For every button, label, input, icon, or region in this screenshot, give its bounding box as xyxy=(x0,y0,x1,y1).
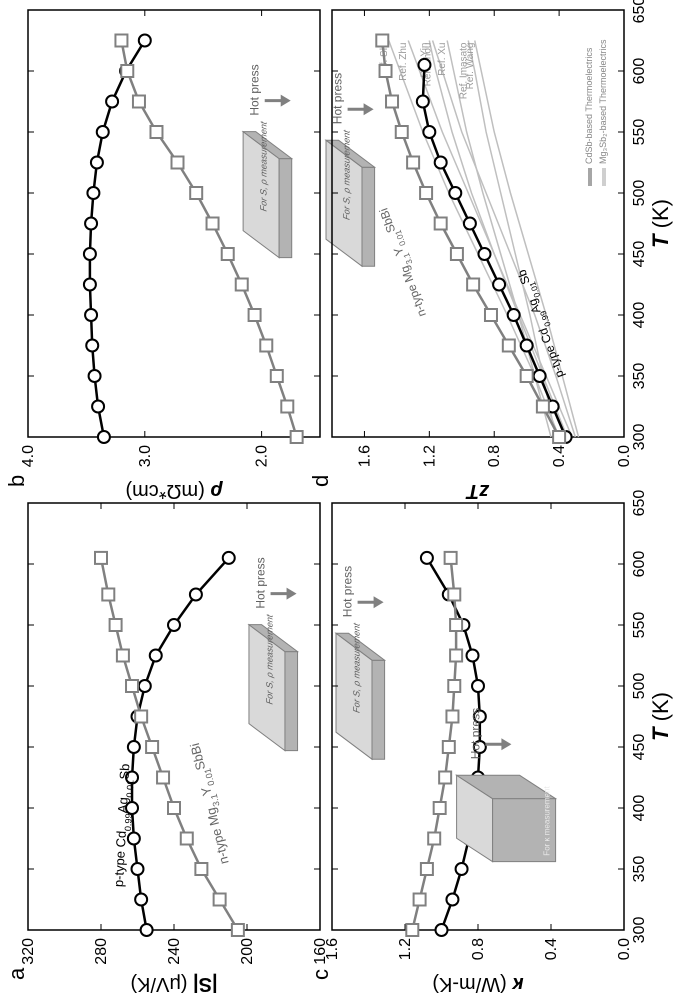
panel-label-b: b xyxy=(4,475,29,487)
ytick-label: 2.0 xyxy=(254,445,271,467)
legend-swatch xyxy=(588,168,592,186)
legend-label: CdSb-based Thermoelectrics xyxy=(584,47,594,164)
panel-label-d: d xyxy=(308,475,333,487)
xtick-label: 400 xyxy=(631,795,648,822)
ref-label: Ref. Zhu xyxy=(398,43,409,81)
ytick-label: 1.2 xyxy=(397,938,414,960)
xtick-label: 650 xyxy=(631,0,648,23)
ytick-label: 200 xyxy=(239,938,256,965)
panel-label-c: c xyxy=(308,969,333,980)
ytick-label: 4.0 xyxy=(20,445,37,467)
inset-caption: For S, ρ measurement xyxy=(352,621,362,714)
xtick-label: 550 xyxy=(631,119,648,146)
xtick-label: 550 xyxy=(631,612,648,639)
ytick-label: 1.6 xyxy=(356,445,373,467)
inset-arrow-label: Hot press xyxy=(468,708,482,759)
ytick-label: 0.4 xyxy=(551,445,568,467)
panel-label-a: a xyxy=(4,967,29,980)
legend-label: Mg₃Sb₂-based Thermoelectrics xyxy=(598,39,608,164)
ytick-label: 3.0 xyxy=(137,445,154,467)
inset-a: For S, ρ measurement Hot press xyxy=(249,557,298,750)
inset-arrow-label: Hot press xyxy=(341,566,355,617)
inset-caption: For S, ρ measurement xyxy=(259,119,269,212)
y-axis-label: ρ (mΩ*cm) xyxy=(125,480,223,502)
series-annot-ntype: n-type Mg3.1Y0.01SbBi xyxy=(377,205,433,319)
legend-swatch xyxy=(602,168,606,186)
inset-caption: For S, ρ measurement xyxy=(342,128,352,221)
x-axis-label: T (K) xyxy=(648,199,673,248)
ytick-label: 0.4 xyxy=(543,938,560,960)
xtick-label: 450 xyxy=(631,734,648,761)
xtick-label: 500 xyxy=(631,180,648,207)
x-axis-label: T (K) xyxy=(648,692,673,741)
ytick-label: 240 xyxy=(166,938,183,965)
ytick-label: 1.6 xyxy=(324,938,341,960)
inset-b: For S, ρ measurement Hot press xyxy=(243,64,292,257)
ytick-label: 0.0 xyxy=(616,938,633,960)
ytick-label: 1.2 xyxy=(421,445,438,467)
xtick-label: 600 xyxy=(631,551,648,578)
series-annot-ntype: n-type Mg3.1Y0.01SbBi xyxy=(187,740,236,865)
ytick-label: 320 xyxy=(20,938,37,965)
xtick-label: 300 xyxy=(631,424,648,451)
xtick-label: 650 xyxy=(631,490,648,517)
panel-b: 2.0 3.0 4.0 ρ (mΩ*cm) For S, ρ measurement Ho… xyxy=(20,10,375,502)
figure-root: 160200240280320|S| (μV/K)p-type Cd0.99Ag… xyxy=(0,0,674,1000)
ref-line xyxy=(408,41,572,438)
ref-label: Ref. Xu xyxy=(437,43,448,76)
xtick-label: 400 xyxy=(631,302,648,329)
xtick-label: 450 xyxy=(631,241,648,268)
panel-a: 160200240280320|S| (μV/K)p-type Cd0.99Ag… xyxy=(20,503,385,995)
panel-d: 300 350 400 450 500 550 600 650 0.0 0.4 0.8 1.2 1.6 z… xyxy=(332,0,673,502)
xtick-label: 350 xyxy=(631,856,648,883)
y-axis-label: zT xyxy=(465,480,490,502)
inset-caption: For κ measurement xyxy=(543,786,552,856)
inset-c: For κ measurement Hot press xyxy=(457,708,556,862)
ytick-label: 0.8 xyxy=(470,938,487,960)
ref-label: Ref. Wang xyxy=(465,43,476,90)
ytick-label: 0.8 xyxy=(486,445,503,467)
xtick-label: 300 xyxy=(631,917,648,944)
inset-arrow-label: Hot press xyxy=(254,557,268,608)
inset-caption: For S, ρ measurement xyxy=(265,612,275,705)
y-axis-label: κ (W/m-K) xyxy=(432,973,523,995)
ytick-label: 280 xyxy=(93,938,110,965)
ytick-label: 0.0 xyxy=(616,445,633,467)
xtick-label: 500 xyxy=(631,673,648,700)
xtick-label: 600 xyxy=(631,58,648,85)
inset-arrow-label: Hot press xyxy=(248,64,262,115)
y-axis-label: |S| (μV/K) xyxy=(130,973,217,995)
xtick-label: 350 xyxy=(631,363,648,390)
